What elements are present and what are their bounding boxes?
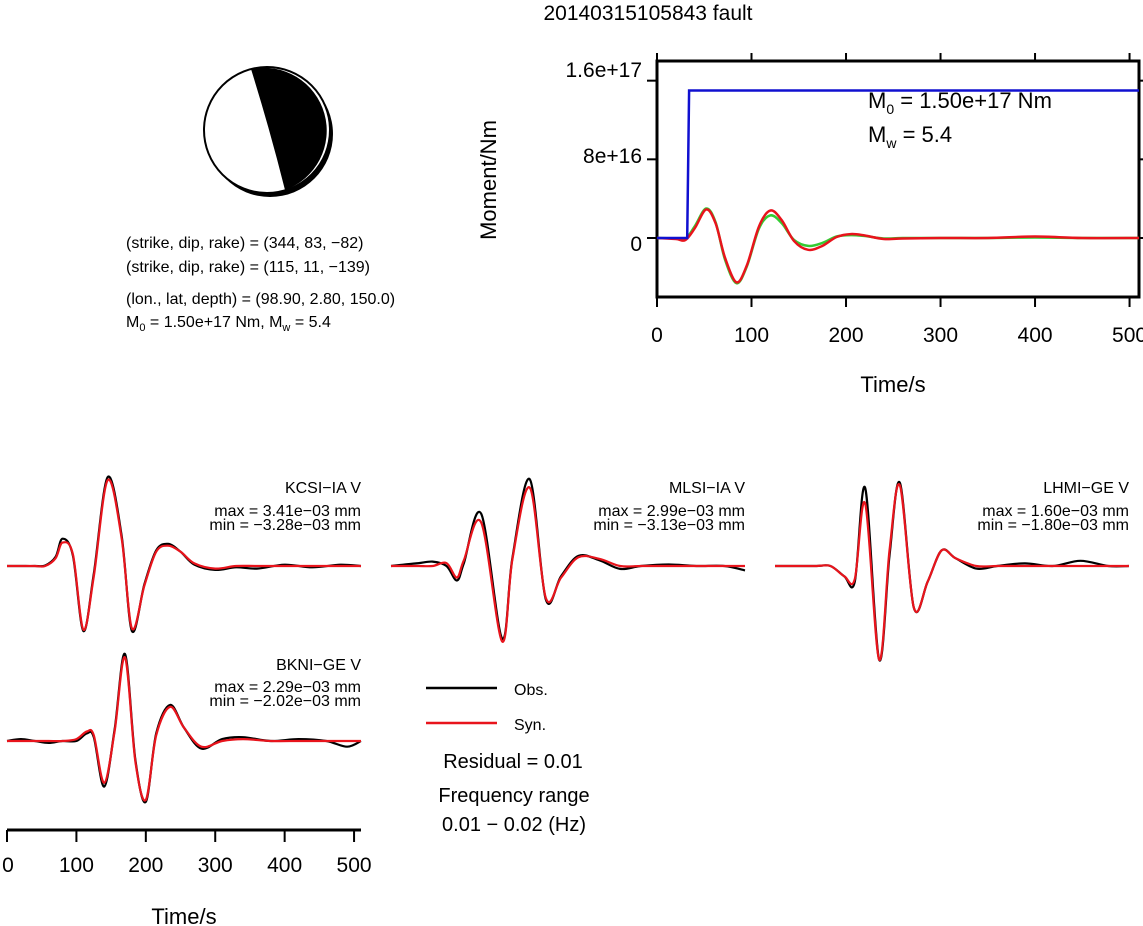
station-min: min = −2.02e−03 mm [209, 693, 361, 710]
moment-xticks: 0 100 200 300 400 500 [651, 324, 1143, 347]
waveform-panel [6, 475, 362, 634]
moment-yticks: 1.6e+17 8e+16 0 [566, 59, 643, 256]
mechanism-info: (strike, dip, rake) = (344, 83, −82) (st… [126, 235, 395, 334]
figure-title: 20140315105843 fault [543, 2, 752, 25]
waveform-xtick-label: 400 [267, 854, 302, 877]
station-min: min = −3.13e−03 mm [593, 517, 745, 534]
waveform-xtick-label: 0 [2, 854, 14, 877]
waveform-xtick-label: 100 [59, 854, 94, 877]
waveform-xticks: 0 100 200 300 400 500 [2, 830, 372, 877]
moment-rate-line [657, 89, 1139, 240]
moment-ylabel: Moment/Nm [476, 120, 501, 240]
beachball [203, 66, 333, 197]
source-red-line [656, 208, 1140, 284]
beachball-compressional-quadrant [251, 67, 327, 190]
legend-obs-label: Obs. [514, 682, 548, 699]
waveform-panel [6, 652, 362, 804]
moment-series-group [656, 89, 1140, 285]
waveform-panels [6, 475, 1130, 804]
station-name: KCSI−IA V [285, 480, 361, 497]
moment-xlabel: Time/s [860, 372, 925, 397]
legend-syn-label: Syn. [514, 717, 546, 734]
station-labels: KCSI−IA V max = 3.41e−03 mm min = −3.28e… [209, 480, 1129, 710]
station-name: MLSI−IA V [669, 480, 745, 497]
location-line: (lon., lat, depth) = (98.90, 2.80, 150.0… [126, 291, 395, 308]
moment-xtick-label: 200 [828, 324, 863, 347]
frequency-range-value: 0.01 − 0.02 (Hz) [442, 814, 586, 836]
moment-xtick-label: 0 [651, 324, 663, 347]
station-min: min = −1.80e−03 mm [977, 517, 1129, 534]
mechanism-line-1: (strike, dip, rake) = (344, 83, −82) [126, 235, 363, 252]
waveform-xlabel: Time/s [151, 904, 216, 926]
moment-mw-annotation: Mw = 5.4 [868, 122, 952, 151]
ytick-label: 8e+16 [583, 145, 642, 168]
moment-xtick-label: 100 [734, 324, 769, 347]
residual-text: Residual = 0.01 [443, 751, 583, 773]
frequency-range-label: Frequency range [438, 785, 589, 807]
moment-xtick-label: 300 [923, 324, 958, 347]
waveform-panel [390, 477, 746, 643]
station-min: min = −3.28e−03 mm [209, 517, 361, 534]
moment-axis-ticks [647, 53, 1143, 307]
station-max: max = 3.41e−03 mm [214, 503, 361, 520]
waveform-xtick-label: 200 [128, 854, 163, 877]
station-max: max = 2.99e−03 mm [598, 503, 745, 520]
ytick-label: 1.6e+17 [566, 59, 643, 82]
station-name: BKNI−GE V [276, 657, 361, 674]
station-name: LHMI−GE V [1043, 480, 1129, 497]
synthetic-trace [6, 478, 361, 631]
synthetic-trace [7, 656, 361, 802]
waveform-time-axis: 0 100 200 300 400 500 Time/s [2, 828, 372, 926]
synthetic-trace [390, 486, 745, 643]
moment-xtick-label: 400 [1018, 324, 1053, 347]
station-max: max = 1.60e−03 mm [982, 503, 1129, 520]
magnitude-line: M0 = 1.50e+17 Nm, Mw = 5.4 [126, 314, 331, 334]
mechanism-line-2: (strike, dip, rake) = (115, 11, −139) [126, 259, 370, 276]
ytick-label: 0 [630, 233, 642, 256]
legend: Obs. Syn. [426, 682, 548, 734]
waveform-xtick-label: 500 [337, 854, 372, 877]
waveform-xtick-label: 300 [198, 854, 233, 877]
synthetic-trace [774, 483, 1129, 661]
moment-plot-frame [655, 59, 1141, 299]
moment-xtick-label: 500 [1112, 324, 1143, 347]
station-max: max = 2.29e−03 mm [214, 679, 361, 696]
waveform-panel [774, 480, 1130, 662]
moment-m0-annotation: M0 = 1.50e+17 Nm [868, 88, 1052, 117]
moment-plot: 1.6e+17 8e+16 0 0 100 200 300 400 500 Moment/… [476, 53, 1143, 397]
